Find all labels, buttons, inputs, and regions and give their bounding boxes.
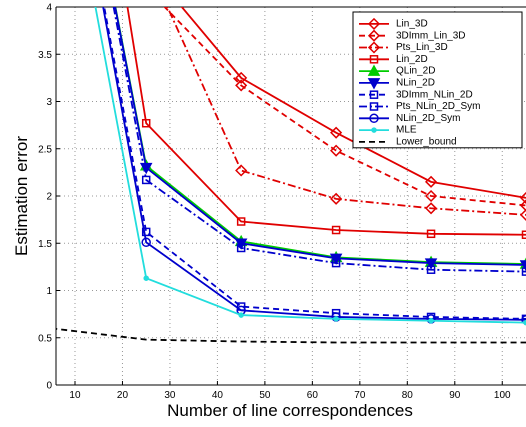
marker <box>521 267 526 276</box>
series-line <box>114 7 526 266</box>
marker <box>369 102 379 111</box>
legend-label: Pts_NLin_2D_Sym <box>396 101 480 112</box>
legend-label: NLin_2D_Sym <box>396 113 460 124</box>
marker <box>330 126 343 139</box>
plot-lines <box>56 7 526 344</box>
marker <box>331 258 341 268</box>
marker <box>521 230 526 239</box>
marker <box>426 229 436 239</box>
legend-label: Pts_Lin_3D <box>396 42 448 53</box>
marker <box>141 118 151 128</box>
marker <box>424 258 438 270</box>
marker <box>519 199 526 212</box>
x-axis-label: Number of line correspondences <box>167 401 413 420</box>
x-tick-label: 70 <box>354 390 366 401</box>
y-tick-label: 2 <box>46 192 52 203</box>
marker <box>367 41 381 54</box>
marker <box>424 175 438 188</box>
marker <box>141 175 151 185</box>
y-tick-label: 0.5 <box>38 333 52 344</box>
marker <box>235 71 248 84</box>
marker <box>331 225 341 235</box>
series-line <box>126 7 526 236</box>
x-tick-label: 100 <box>494 390 511 401</box>
legend-label: MLE <box>396 125 417 136</box>
legend: Lin_3D3DImm_Lin_3DPts_Lin_3DLin_2DQLin_2… <box>352 11 523 149</box>
x-tick-label: 20 <box>117 390 129 401</box>
marker <box>330 144 343 157</box>
y-tick-label: 1 <box>46 286 52 297</box>
marker <box>369 55 379 64</box>
y-tick-label: 0 <box>46 381 52 392</box>
marker <box>141 237 151 248</box>
marker <box>428 317 434 324</box>
marker <box>367 17 381 30</box>
marker <box>367 29 381 42</box>
marker <box>521 315 526 325</box>
marker <box>367 78 381 90</box>
y-tick-label: 4 <box>46 3 52 14</box>
x-tick-label: 80 <box>402 390 414 401</box>
x-tick-label: 30 <box>164 390 176 401</box>
marker <box>141 227 151 237</box>
marker <box>143 275 149 281</box>
legend-label: NLin_2D <box>396 78 435 89</box>
series-line <box>166 7 526 216</box>
legend-box <box>352 11 523 149</box>
marker <box>238 312 244 318</box>
x-tick-label: 90 <box>449 390 461 401</box>
series-line <box>112 7 526 273</box>
x-tick-label: 40 <box>212 390 224 401</box>
marker <box>235 79 248 92</box>
legend-label: Lin_3D <box>396 19 428 30</box>
marker <box>371 127 377 133</box>
marker <box>519 191 526 204</box>
series-line <box>103 7 526 320</box>
legend-label: 3DImm_Lin_3D <box>396 30 465 41</box>
y-tick-label: 3 <box>46 97 52 108</box>
legend-label: QLin_2D <box>396 66 435 77</box>
marker <box>369 113 379 124</box>
y-tick-label: 1.5 <box>38 239 52 250</box>
x-tick-label: 50 <box>259 390 271 401</box>
legend-label: Lower_bound <box>396 137 457 148</box>
marker <box>424 202 438 215</box>
marker <box>330 192 343 205</box>
x-tick-label: 10 <box>69 390 81 401</box>
marker <box>333 316 339 322</box>
marker <box>236 243 246 253</box>
legend-label: 3DImm_NLin_2D <box>396 89 473 100</box>
marker <box>426 265 436 274</box>
y-axis-label: Estimation error <box>12 136 31 256</box>
marker <box>367 64 381 76</box>
x-tick-label: 60 <box>307 390 319 401</box>
marker <box>236 217 246 226</box>
marker <box>519 208 526 221</box>
y-tick-label: 2.5 <box>38 144 52 155</box>
marker <box>369 90 379 99</box>
series-line <box>94 7 526 324</box>
series-line <box>102 7 526 321</box>
y-tick-label: 3.5 <box>38 50 52 61</box>
marker <box>235 164 248 177</box>
marker <box>424 189 438 203</box>
series-line <box>180 7 526 199</box>
legend-label: Lin_2D <box>396 54 428 65</box>
